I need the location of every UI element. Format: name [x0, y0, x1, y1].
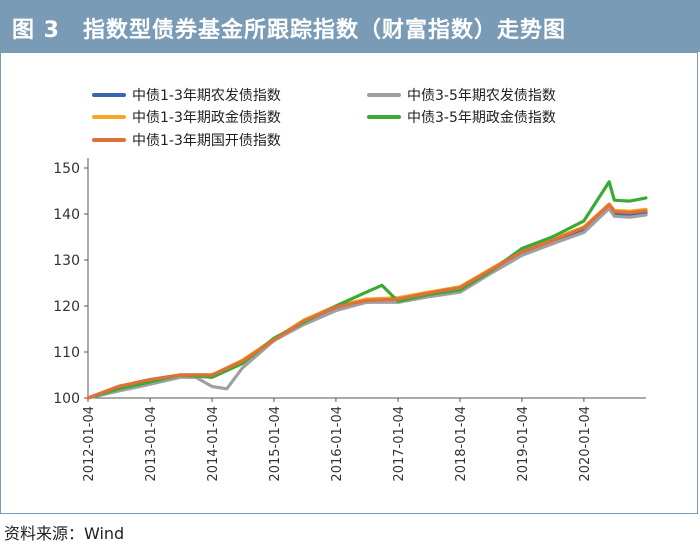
x-tick-label: 2016-01-04: [330, 406, 345, 482]
line-chart: 100 110 120 130 140 150 2012-01-04 2013-01-04 20…: [53, 88, 648, 482]
y-tick-label: 100: [53, 391, 80, 407]
legend-label-1: 中债1-3年期农发债指数: [132, 88, 281, 104]
y-tick-label: 110: [53, 345, 80, 361]
y-tick-label: 140: [53, 207, 80, 223]
x-tick-label: 2015-01-04: [268, 406, 283, 482]
source-note: 资料来源：Wind: [4, 524, 125, 543]
series-line-4: [86, 180, 648, 400]
x-tick-label: 2014-01-04: [206, 406, 221, 482]
x-tick-label: 2020-01-04: [578, 406, 593, 482]
y-tick-label: 130: [53, 253, 80, 269]
x-tick-label: 2018-01-04: [454, 406, 469, 482]
series-line-5: [86, 203, 648, 400]
figure-header: 图 3 指数型债券基金所跟踪指数（财富指数）走势图: [0, 0, 700, 52]
x-tick-label: 2013-01-04: [144, 406, 159, 482]
x-tick-label: 2012-01-04: [82, 406, 97, 482]
legend-label-5: 中债1-3年期国开债指数: [132, 133, 281, 149]
legend-label-4: 中债3-5年期政金债指数: [407, 110, 556, 126]
legend-label-2: 中债3-5年期农发债指数: [407, 88, 556, 104]
y-tick-label: 120: [53, 299, 80, 315]
figure-title: 图 3 指数型债券基金所跟踪指数（财富指数）走势图: [12, 18, 566, 43]
legend-label-3: 中债1-3年期政金债指数: [132, 110, 281, 126]
x-tick-label: 2019-01-04: [516, 406, 531, 482]
chart-frame: 100 110 120 130 140 150 2012-01-04 2013-01-04 20…: [0, 52, 698, 514]
x-tick-label: 2017-01-04: [392, 406, 407, 482]
y-tick-label: 150: [53, 161, 80, 177]
